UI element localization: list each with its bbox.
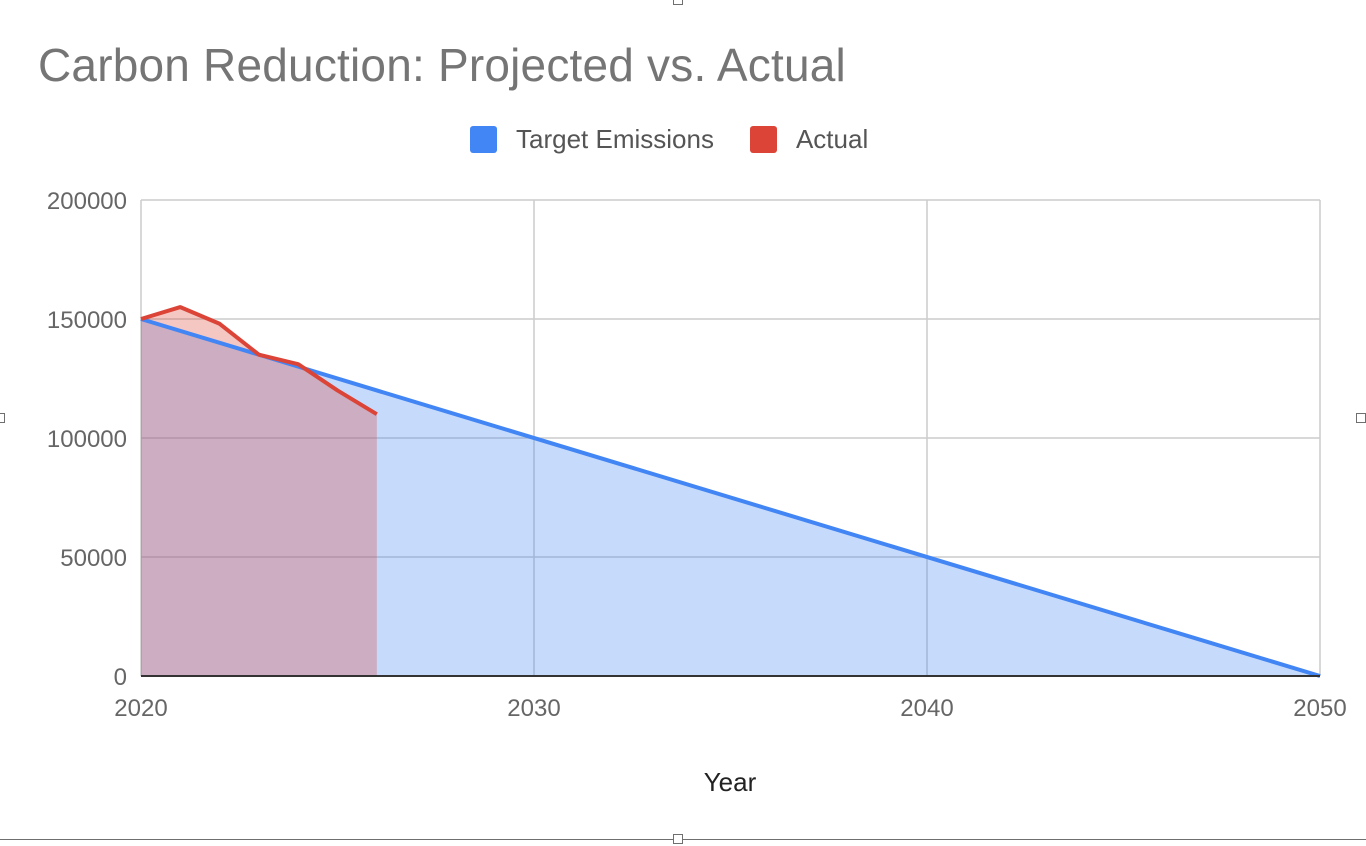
frame-border-bottom bbox=[0, 839, 1366, 840]
y-axis-ticks: 0 50000 100000 150000 200000 bbox=[47, 188, 127, 691]
series-line-0 bbox=[140, 317, 1321, 678]
legend-item-target-emissions[interactable]: Target Emissions bbox=[470, 124, 714, 155]
x-tick-label: 2030 bbox=[507, 695, 560, 722]
legend-label-target-emissions: Target Emissions bbox=[516, 123, 714, 154]
x-axis-ticks: 2020 2030 2040 2050 bbox=[114, 695, 1346, 722]
x-tick-label: 2050 bbox=[1293, 695, 1346, 722]
chart-legend: Target Emissions Actual bbox=[470, 124, 904, 154]
series-area-1 bbox=[141, 307, 377, 676]
y-tick-label: 200000 bbox=[47, 188, 127, 215]
y-tick-label: 150000 bbox=[47, 307, 127, 334]
y-tick-label: 50000 bbox=[60, 545, 127, 572]
x-axis-title: Year bbox=[704, 767, 757, 797]
y-tick-label: 0 bbox=[114, 664, 127, 691]
legend-item-actual[interactable]: Actual bbox=[749, 123, 869, 155]
x-tick-label: 2040 bbox=[900, 695, 953, 722]
resize-handle-left[interactable] bbox=[0, 413, 5, 423]
resize-handle-top[interactable] bbox=[673, 0, 683, 5]
legend-swatch-actual bbox=[749, 125, 777, 153]
y-tick-label: 100000 bbox=[47, 426, 127, 453]
series-line-1 bbox=[140, 305, 378, 416]
x-tick-label: 2020 bbox=[114, 695, 167, 722]
resize-handle-bottom[interactable] bbox=[673, 834, 683, 844]
grid-lines bbox=[140, 199, 1321, 676]
series-lines bbox=[140, 305, 1321, 678]
chart-title: Carbon Reduction: Projected vs. Actual bbox=[38, 39, 846, 91]
legend-label-actual: Actual bbox=[795, 123, 869, 154]
legend-swatch-target-emissions bbox=[470, 125, 497, 153]
